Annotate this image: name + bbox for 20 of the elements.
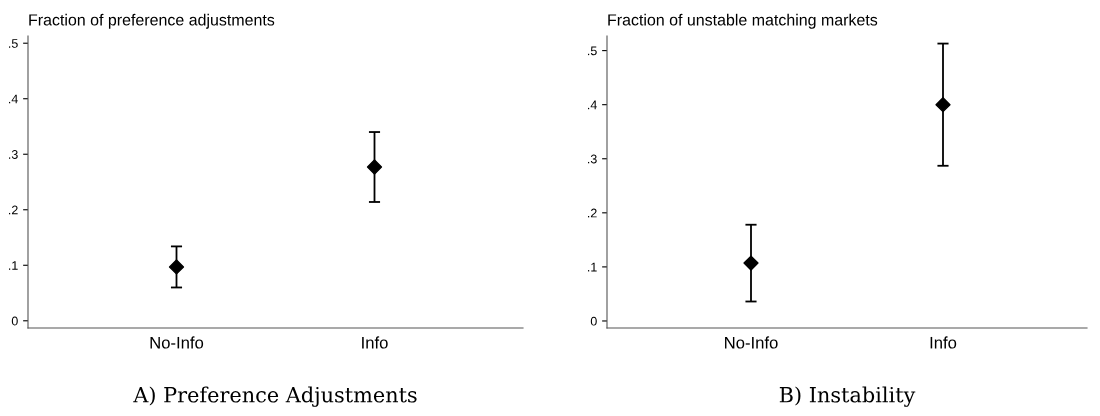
y-tick-label: .2 [8,205,18,215]
y-axis-title: Fraction of preference adjustments [29,13,275,29]
y-tick-label: .3 [8,150,18,159]
y-tick-label: .1 [587,262,597,272]
y-tick-label: .4 [8,94,18,104]
x-tick-label: No-Info [725,336,778,349]
y-tick-label: .4 [587,100,597,110]
y-tick-label: 0 [11,316,18,326]
y-tick-label: .5 [587,46,597,56]
x-tick-label: Info [930,336,957,349]
y-tick-label: .5 [8,39,18,48]
y-tick-label: .1 [8,261,18,270]
y-tick-label: .2 [587,208,597,218]
x-tick-label: No-Info [150,336,204,349]
x-axis-title: A) Preference Adjustments [133,386,417,407]
x-tick-label: Info [362,336,388,349]
y-tick-label: .3 [587,154,597,164]
y-tick-label: 0 [590,316,597,326]
y-axis-title: Fraction of unstable matching markets [608,13,878,29]
x-axis-title: B) Instability [779,386,916,407]
